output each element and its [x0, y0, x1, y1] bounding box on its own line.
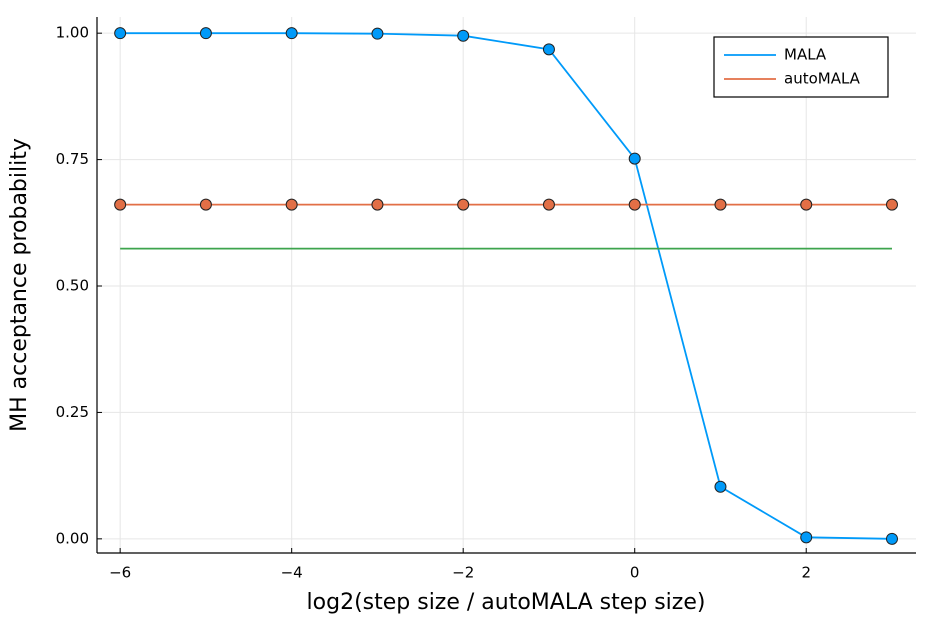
- y-tick-label: 0.75: [56, 150, 89, 168]
- point: [628, 198, 641, 211]
- point: [714, 480, 727, 493]
- point: [371, 27, 384, 40]
- point: [114, 27, 127, 40]
- series-line: [120, 32, 893, 540]
- legend-text: autoMALA: [784, 70, 861, 88]
- point: [542, 198, 555, 211]
- y-tick-label: 0.25: [56, 403, 89, 421]
- x-tick-label: 0: [630, 564, 640, 582]
- point: [114, 198, 127, 211]
- y-axis-label: MH acceptance probability: [7, 138, 32, 432]
- point: [285, 27, 298, 40]
- point: [542, 43, 555, 56]
- point: [800, 531, 813, 544]
- x-tick-label: −2: [452, 564, 474, 582]
- y-tick-label: 1.00: [56, 24, 89, 42]
- legend-box: [713, 36, 889, 98]
- x-axis-label: log2(step size / autoMALA step size): [307, 590, 706, 615]
- point: [457, 29, 470, 42]
- point: [457, 198, 470, 211]
- point: [885, 532, 898, 545]
- legend-text: MALA: [784, 46, 827, 64]
- point: [371, 198, 384, 211]
- point: [885, 198, 898, 211]
- point: [714, 198, 727, 211]
- point: [199, 27, 212, 40]
- y-tick-label: 0.00: [56, 529, 89, 547]
- x-tick-label: −6: [109, 564, 131, 582]
- point: [285, 198, 298, 211]
- point: [199, 198, 212, 211]
- point: [800, 198, 813, 211]
- x-tick-label: 2: [801, 564, 811, 582]
- x-tick-label: −4: [281, 564, 303, 582]
- point: [628, 152, 641, 165]
- y-tick-label: 0.50: [56, 277, 89, 295]
